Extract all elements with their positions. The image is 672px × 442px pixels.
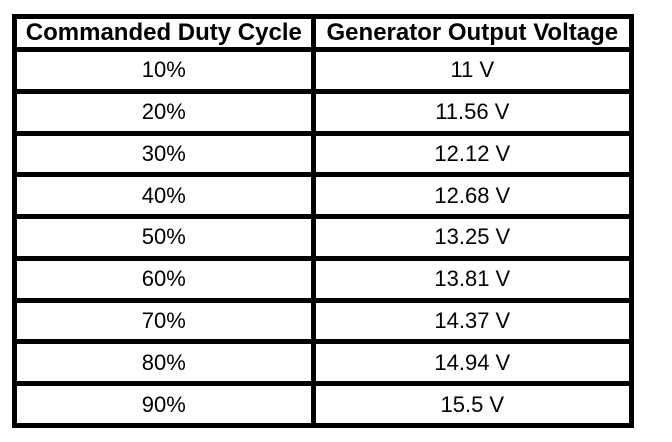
output-voltage-cell: 11 V: [310, 47, 635, 94]
table-row: 70% 14.37 V: [12, 297, 635, 345]
output-voltage-cell: 15.5 V: [310, 381, 635, 428]
output-voltage-cell: 12.68 V: [310, 172, 635, 220]
duty-cycle-voltage-table: Commanded Duty Cycle Generator Output Vo…: [12, 14, 635, 428]
duty-cycle-cell: 80%: [12, 339, 316, 387]
column-header-output-voltage: Generator Output Voltage: [310, 14, 635, 52]
table-row: 10% 11 V: [12, 47, 635, 94]
table-row: 40% 12.68 V: [12, 172, 635, 220]
duty-cycle-cell: 40%: [12, 172, 316, 220]
duty-cycle-cell: 10%: [12, 47, 316, 94]
duty-cycle-cell: 90%: [12, 381, 316, 428]
duty-cycle-cell: 30%: [12, 130, 316, 178]
table-row: 20% 11.56 V: [12, 88, 635, 136]
output-voltage-cell: 12.12 V: [310, 130, 635, 178]
output-voltage-cell: 13.25 V: [310, 214, 635, 261]
duty-cycle-cell: 70%: [12, 297, 316, 345]
table-header-row: Commanded Duty Cycle Generator Output Vo…: [12, 14, 635, 52]
output-voltage-cell: 14.37 V: [310, 297, 635, 345]
duty-cycle-cell: 20%: [12, 88, 316, 136]
column-header-duty-cycle: Commanded Duty Cycle: [12, 14, 316, 52]
output-voltage-cell: 11.56 V: [310, 88, 635, 136]
table-body: 10% 11 V 20% 11.56 V 30% 12.12 V 40% 12.68 V 50%…: [12, 47, 635, 428]
table-row: 80% 14.94 V: [12, 339, 635, 387]
duty-cycle-cell: 50%: [12, 214, 316, 261]
table-row: 30% 12.12 V: [12, 130, 635, 178]
output-voltage-cell: 14.94 V: [310, 339, 635, 387]
duty-cycle-cell: 60%: [12, 255, 316, 303]
table-row: 60% 13.81 V: [12, 255, 635, 303]
output-voltage-cell: 13.81 V: [310, 255, 635, 303]
table-row: 90% 15.5 V: [12, 381, 635, 428]
table-row: 50% 13.25 V: [12, 214, 635, 261]
